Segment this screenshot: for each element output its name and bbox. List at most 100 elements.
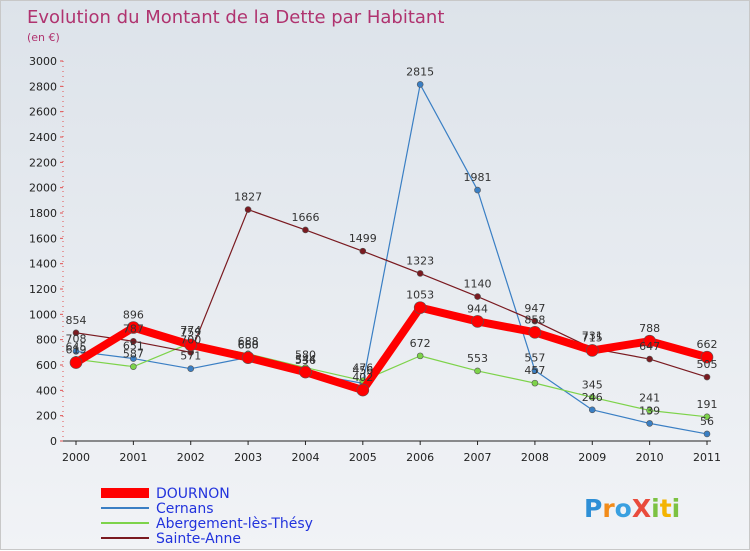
y-tick-label: 1600 bbox=[29, 232, 57, 245]
point-dournon bbox=[528, 326, 542, 339]
point-dournon bbox=[356, 383, 370, 397]
data-label-cernans: 536 bbox=[295, 354, 316, 367]
point-abergement-les-thesy bbox=[703, 413, 711, 421]
data-label-sainte-anne: 1323 bbox=[406, 254, 434, 267]
point-sainte-anne bbox=[646, 355, 653, 363]
point-dournon bbox=[471, 315, 484, 328]
point-cernans bbox=[72, 348, 80, 355]
y-tick-label: 2200 bbox=[29, 156, 57, 169]
data-label-dournon: 858 bbox=[524, 313, 545, 326]
data-label-sainte-anne: 505 bbox=[697, 358, 718, 371]
logo-letter-1: P bbox=[584, 494, 602, 523]
x-tick-label: 2004 bbox=[291, 451, 319, 464]
point-sainte-anne bbox=[359, 247, 367, 255]
data-label-dournon: 619 bbox=[66, 344, 87, 357]
legend: DOURNONCernansAbergement-lès-ThésySainte… bbox=[101, 486, 313, 547]
point-dournon bbox=[299, 365, 312, 379]
data-label-abergement-les-thesy: 191 bbox=[697, 398, 718, 411]
point-cernans bbox=[474, 186, 481, 194]
point-sainte-anne bbox=[474, 293, 481, 300]
data-label-abergement-les-thesy: 241 bbox=[639, 391, 660, 404]
series-line-dournon bbox=[73, 303, 709, 395]
chart-subtitle: (en €) bbox=[27, 31, 60, 44]
point-sainte-anne bbox=[416, 270, 424, 277]
data-label-abergement-les-thesy: 587 bbox=[123, 348, 144, 361]
logo-letter-2: r bbox=[602, 494, 615, 523]
y-axis: 0 200 400 600 800 1000 1200 1400 1600 1800 2000 220… bbox=[29, 55, 64, 448]
data-label-sainte-anne: 1666 bbox=[291, 211, 319, 224]
data-label-cernans: 139 bbox=[639, 404, 660, 417]
point-sainte-anne bbox=[72, 329, 80, 337]
data-label-dournon: 788 bbox=[639, 322, 660, 335]
point-dournon bbox=[241, 351, 255, 364]
point-dournon bbox=[127, 321, 140, 334]
logo-letter-4: X bbox=[632, 494, 651, 523]
data-label-dournon: 759 bbox=[180, 326, 201, 339]
legend-label-cernans: Cernans bbox=[156, 501, 214, 517]
y-tick-label: 1800 bbox=[29, 207, 57, 220]
data-label-abergement-les-thesy: 688 bbox=[238, 335, 259, 348]
x-tick-label: 2008 bbox=[521, 451, 549, 464]
x-axis: 2000 2001 2002 2003 2004 2005 2006 2007 2008 2009… bbox=[62, 440, 721, 464]
x-tick-label: 2007 bbox=[464, 451, 492, 464]
proxiti-logo: ProXiti bbox=[584, 494, 680, 523]
x-tick-label: 2003 bbox=[234, 451, 262, 464]
data-label-abergement-les-thesy: 774 bbox=[180, 324, 201, 337]
series-layer bbox=[69, 81, 714, 438]
data-label-dournon: 402 bbox=[352, 371, 373, 384]
y-tick-label: 2600 bbox=[29, 106, 57, 119]
point-sainte-anne bbox=[703, 373, 711, 381]
x-tick-label: 2001 bbox=[119, 451, 147, 464]
x-tick-label: 2006 bbox=[406, 451, 434, 464]
data-label-abergement-les-thesy: 457 bbox=[524, 364, 545, 377]
y-tick-label: 400 bbox=[36, 384, 57, 397]
x-tick-label: 2005 bbox=[349, 451, 377, 464]
point-sainte-anne bbox=[531, 317, 539, 325]
data-label-dournon: 896 bbox=[123, 309, 144, 322]
point-cernans bbox=[130, 355, 137, 362]
logo-letter-3: o bbox=[615, 494, 632, 523]
point-dournon bbox=[643, 334, 656, 348]
point-dournon bbox=[69, 356, 83, 369]
y-tick-label: 200 bbox=[36, 410, 57, 423]
data-label-sainte-anne: 787 bbox=[123, 322, 144, 335]
point-abergement-les-thesy bbox=[646, 407, 653, 414]
data-label-sainte-anne: 854 bbox=[66, 314, 87, 327]
data-label-sainte-anne: 731 bbox=[582, 329, 603, 342]
y-tick-label: 800 bbox=[36, 334, 57, 347]
point-dournon bbox=[585, 344, 599, 357]
data-label-abergement-les-thesy: 645 bbox=[66, 340, 87, 353]
data-label-dournon: 944 bbox=[467, 302, 488, 315]
y-tick-label: 2000 bbox=[29, 182, 57, 195]
data-label-cernans: 456 bbox=[352, 364, 373, 377]
series-line-cernans bbox=[75, 83, 708, 435]
data-label-cernans: 557 bbox=[524, 351, 545, 364]
data-label-dournon: 544 bbox=[295, 353, 316, 366]
logo-letter-5: i bbox=[651, 494, 660, 523]
data-label-cernans: 708 bbox=[66, 332, 87, 345]
y-tick-label: 3000 bbox=[29, 55, 57, 68]
data-label-cernans: 2815 bbox=[406, 65, 434, 78]
legend-label-dournon: DOURNON bbox=[156, 486, 230, 502]
legend-label-sainte-anne: Sainte-Anne bbox=[156, 531, 241, 547]
point-cernans bbox=[703, 430, 711, 438]
y-tick-label: 600 bbox=[36, 359, 57, 372]
x-tick-label: 2000 bbox=[62, 451, 90, 464]
data-label-cernans: 660 bbox=[238, 338, 259, 351]
data-label-sainte-anne: 1827 bbox=[234, 191, 262, 204]
data-label-dournon: 658 bbox=[238, 339, 259, 352]
y-tick-label: 1000 bbox=[29, 308, 57, 321]
data-label-abergement-les-thesy: 580 bbox=[295, 349, 316, 362]
data-label-abergement-les-thesy: 672 bbox=[410, 337, 431, 350]
y-tick-label: 2800 bbox=[29, 80, 57, 93]
point-dournon bbox=[184, 338, 198, 352]
data-label-abergement-les-thesy: 476 bbox=[352, 362, 373, 375]
x-tick-label: 2002 bbox=[177, 451, 205, 464]
data-labels: 619 896 759 658 544 402 1053 944 858 715 788 662 708… bbox=[66, 65, 718, 427]
point-sainte-anne bbox=[244, 206, 252, 213]
point-abergement-les-thesy bbox=[588, 393, 596, 401]
logo-letter-7: i bbox=[672, 494, 681, 523]
point-abergement-les-thesy bbox=[474, 367, 481, 375]
